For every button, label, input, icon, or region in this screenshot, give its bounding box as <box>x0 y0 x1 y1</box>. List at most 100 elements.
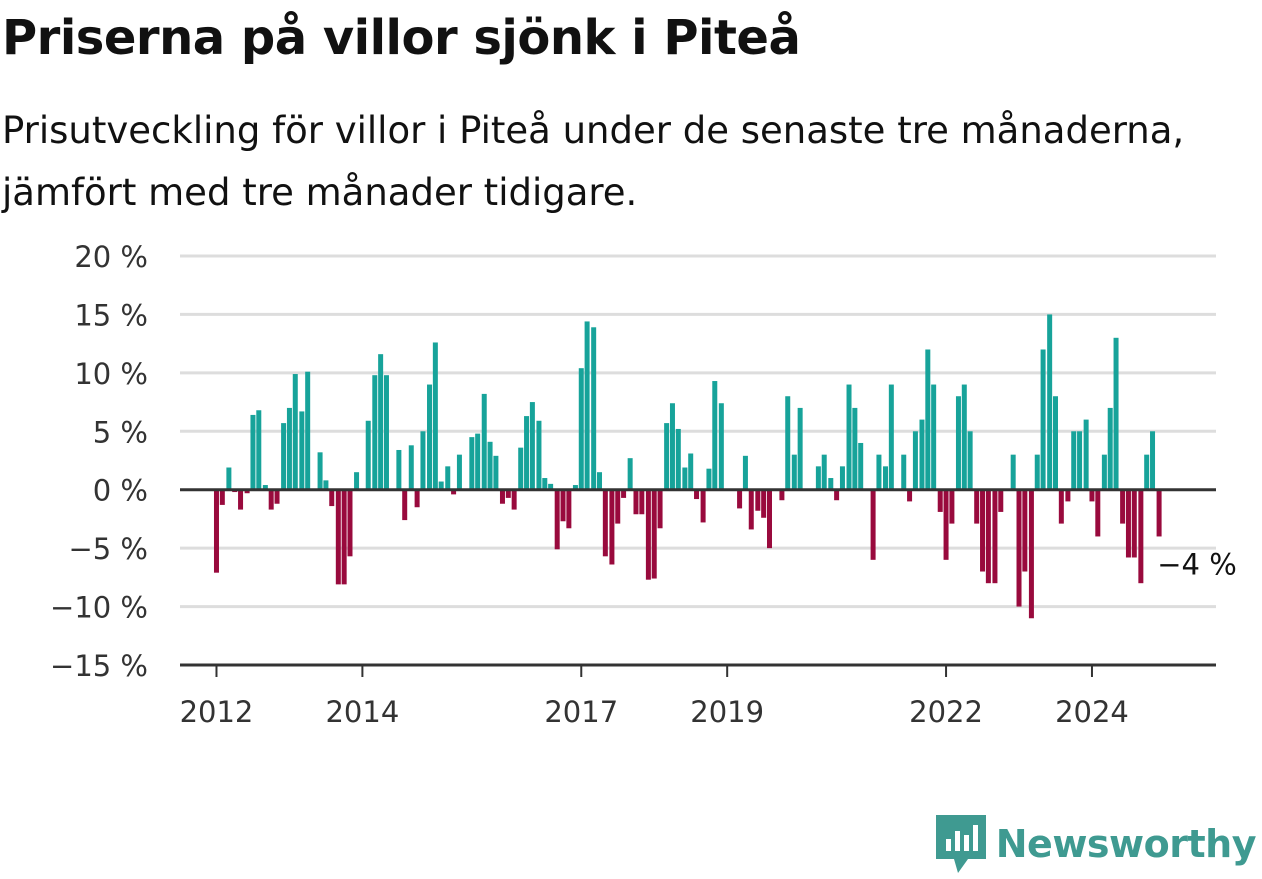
bar <box>883 466 889 490</box>
bar <box>1131 489 1137 558</box>
bar <box>481 393 487 490</box>
bar <box>456 454 462 490</box>
bar <box>651 489 657 579</box>
bar <box>907 489 913 502</box>
bar <box>1022 489 1028 572</box>
bar <box>1083 419 1089 490</box>
bar <box>451 489 457 495</box>
bar <box>317 452 323 490</box>
bar-chart: 20 % 15 % 10 % 5 % 0 % −5 % −10 % −15 % 2012 2014… <box>50 240 1237 729</box>
bar <box>870 489 876 560</box>
bar <box>219 489 225 505</box>
bar <box>469 437 475 490</box>
bar <box>706 468 712 490</box>
bar <box>785 396 791 490</box>
bar <box>919 419 925 490</box>
bar <box>669 403 675 490</box>
bar <box>694 489 700 500</box>
chart-title: Priserna på villor sjönk i Piteå <box>2 10 801 66</box>
bar <box>839 466 845 490</box>
bar <box>305 371 311 490</box>
bar <box>529 402 535 490</box>
bar <box>639 489 645 515</box>
bar <box>815 466 821 490</box>
bar <box>766 489 772 549</box>
bar <box>1065 489 1071 502</box>
bar <box>226 467 232 490</box>
bar <box>299 411 305 490</box>
bar <box>779 489 785 501</box>
bar <box>834 489 840 501</box>
bar <box>1150 431 1156 490</box>
bar <box>566 489 572 529</box>
bar <box>949 489 955 524</box>
bar <box>1028 489 1034 619</box>
y-tick-label: −10 % <box>50 591 148 625</box>
bar <box>597 472 603 490</box>
bar <box>761 489 767 518</box>
axes <box>180 488 1216 677</box>
bar <box>712 381 718 490</box>
bar <box>292 374 298 490</box>
bar <box>1156 489 1162 537</box>
bar <box>998 489 1004 512</box>
bar <box>438 481 444 490</box>
bar <box>645 489 651 580</box>
bar <box>700 489 706 523</box>
bar <box>937 489 943 512</box>
x-tick-label: 2019 <box>690 695 764 729</box>
bar <box>675 428 681 490</box>
bar <box>335 489 341 585</box>
bar <box>943 489 949 560</box>
bar <box>718 403 724 490</box>
bar <box>828 478 834 490</box>
bar <box>524 416 530 490</box>
bar <box>432 342 438 490</box>
bar <box>1071 431 1077 490</box>
bar <box>268 489 274 510</box>
bar <box>961 384 967 490</box>
bar <box>888 384 894 490</box>
brand-name: Newsworthy <box>995 822 1257 866</box>
chart-subtitle: Prisutveckling för villor i Piteå under … <box>2 109 1185 214</box>
bar <box>584 321 590 490</box>
bar <box>1107 407 1113 490</box>
bar <box>1095 489 1101 537</box>
bar <box>499 489 505 504</box>
y-tick-label: 15 % <box>74 298 148 332</box>
bar <box>876 454 882 490</box>
bar <box>1034 454 1040 490</box>
bar <box>518 447 524 490</box>
bar <box>985 489 991 584</box>
bar <box>427 384 433 490</box>
bar <box>931 384 937 490</box>
bar <box>852 407 858 490</box>
bar <box>602 489 608 557</box>
x-tick-label: 2012 <box>180 695 254 729</box>
bar <box>1077 431 1083 490</box>
bar <box>1138 489 1144 584</box>
bar <box>858 442 864 490</box>
bar <box>213 489 219 573</box>
bar <box>682 467 688 490</box>
y-tick-label: 0 % <box>93 474 148 508</box>
bar <box>627 458 633 490</box>
bar <box>1144 454 1150 490</box>
bar <box>1113 337 1119 490</box>
bar <box>493 455 499 490</box>
bar <box>1058 489 1064 524</box>
bar <box>329 489 335 507</box>
bar <box>664 423 670 490</box>
x-tick-label: 2014 <box>325 695 399 729</box>
bar <box>974 489 980 524</box>
bar <box>755 489 761 511</box>
bar <box>572 485 578 490</box>
latest-value-label: −4 % <box>1157 547 1237 581</box>
bar <box>505 489 511 498</box>
bar <box>560 489 566 522</box>
bar <box>414 489 420 508</box>
bar <box>980 489 986 572</box>
bar <box>621 489 627 498</box>
bar <box>1016 489 1022 607</box>
bar <box>1120 489 1126 524</box>
